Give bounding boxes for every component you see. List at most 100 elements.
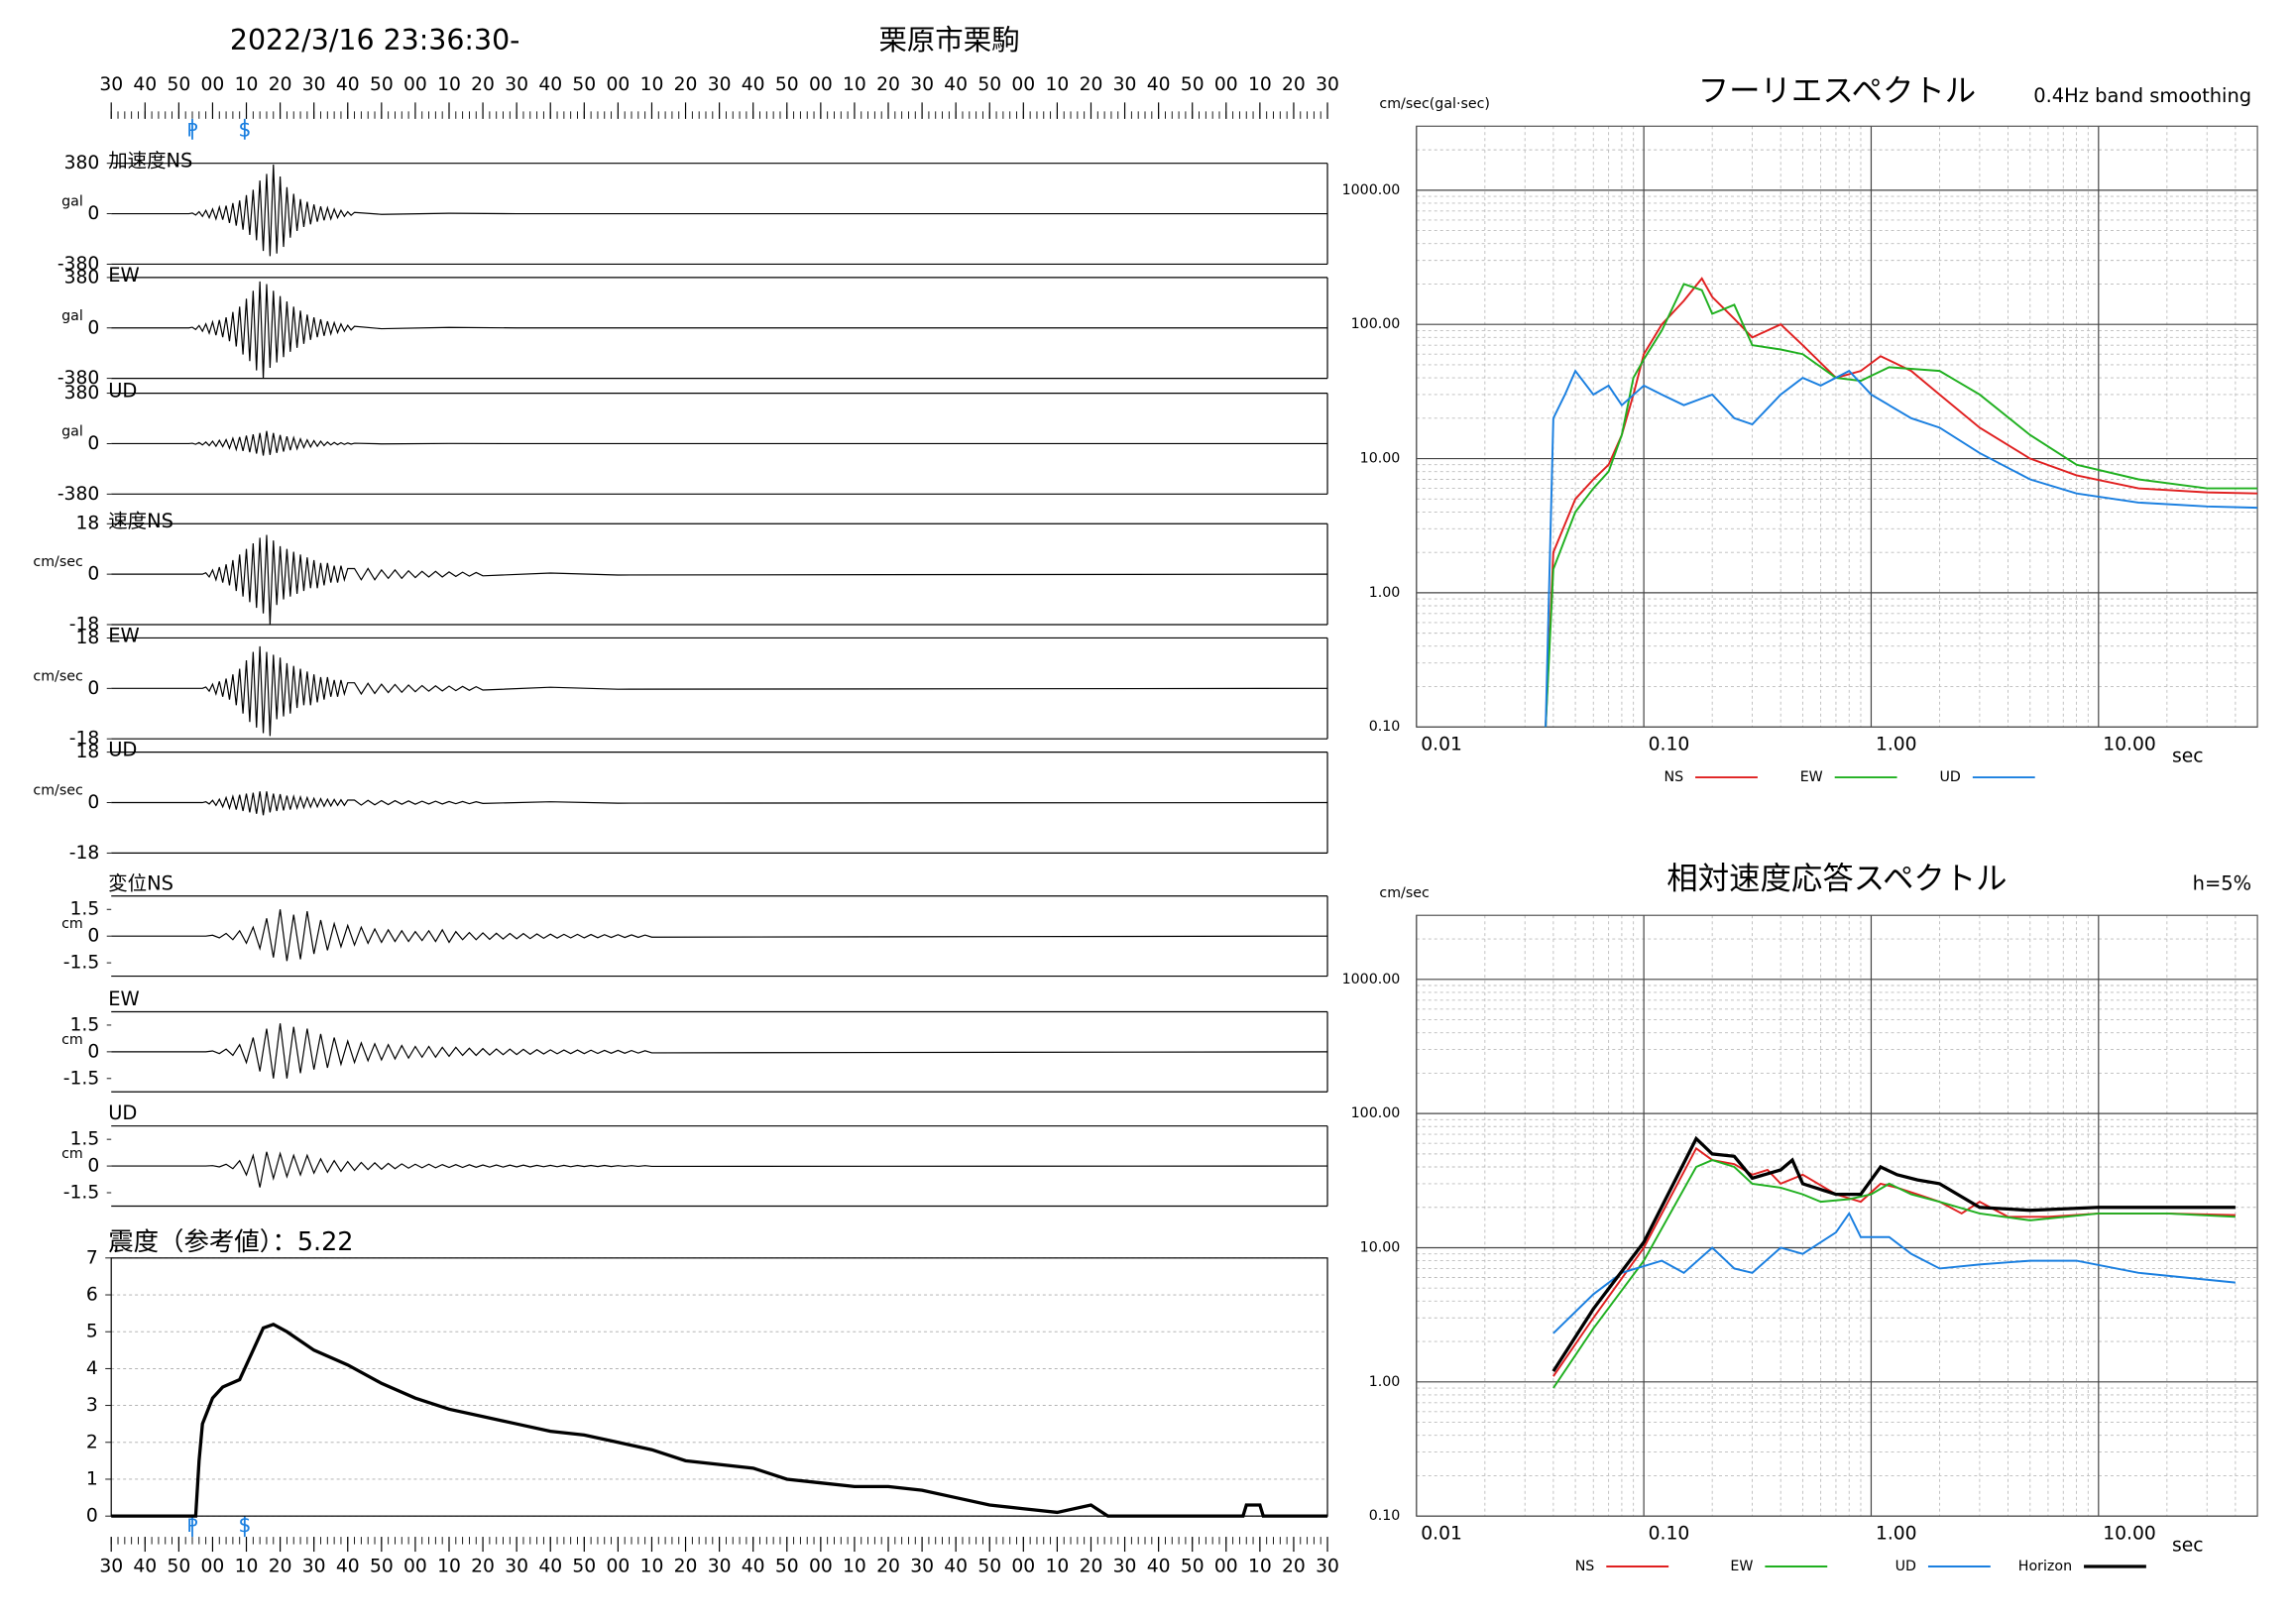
- unit-label: cm: [61, 916, 83, 932]
- panel-title: EW: [108, 264, 140, 287]
- x-tick-label: 0.10: [1649, 1524, 1690, 1545]
- waveform: [111, 909, 1328, 962]
- time-tick-label: 10: [640, 74, 664, 95]
- spectrum-line: [1545, 277, 2258, 728]
- time-tick-label: 30: [910, 1557, 934, 1577]
- y-tick-label: 10.00: [1360, 1239, 1401, 1255]
- y-tick-label: 380: [64, 267, 100, 288]
- time-tick-label: 50: [775, 74, 799, 95]
- time-tick-label: 50: [167, 1557, 190, 1577]
- unit-label: gal: [61, 194, 83, 210]
- time-tick-label: 00: [606, 1557, 630, 1577]
- time-tick-label: 30: [910, 74, 934, 95]
- time-tick-label: 30: [708, 1557, 732, 1577]
- unit-label: cm/sec: [33, 783, 82, 799]
- unit-label: cm: [61, 1032, 83, 1048]
- waveform: [111, 430, 1328, 456]
- time-tick-label: 10: [1046, 1557, 1070, 1577]
- y-tick-label: 5: [86, 1322, 98, 1342]
- y-tick-label: 0: [87, 678, 99, 699]
- y-axis-label: cm/sec: [1379, 885, 1429, 901]
- legend-label: UD: [1940, 769, 1961, 785]
- time-tick-label: 20: [674, 74, 698, 95]
- time-tick-label: 20: [471, 74, 495, 95]
- y-tick-label: -380: [57, 484, 99, 505]
- panel-title: EW: [108, 987, 140, 1010]
- y-tick-label: 0.10: [1369, 719, 1401, 735]
- y-tick-label: 18: [75, 628, 99, 648]
- y-tick-label: -18: [69, 614, 100, 635]
- time-tick-label: 30: [505, 1557, 528, 1577]
- y-axis-label: cm/sec(gal·sec): [1379, 96, 1490, 112]
- time-tick-label: 30: [505, 74, 528, 95]
- unit-label: gal: [61, 423, 83, 439]
- y-tick-label: 1.00: [1369, 585, 1401, 601]
- y-tick-label: 380: [64, 153, 100, 174]
- y-tick-label: 1.00: [1369, 1374, 1401, 1390]
- waveform: [111, 645, 1328, 737]
- legend-label: UD: [1895, 1559, 1916, 1574]
- waveform: [111, 791, 1328, 816]
- waveform: [111, 1151, 1328, 1188]
- waveform: [111, 534, 1328, 626]
- time-tick-label: 00: [1011, 74, 1035, 95]
- time-tick-label: 50: [572, 1557, 596, 1577]
- time-tick-label: 20: [1282, 74, 1306, 95]
- panel-title: 変位NS: [108, 871, 173, 894]
- panel-frame: [110, 1257, 1328, 1517]
- time-tick-label: 30: [1316, 1557, 1339, 1577]
- x-axis-label: sec: [2172, 1536, 2204, 1557]
- time-tick-label: 40: [944, 74, 968, 95]
- waveform: [111, 165, 1328, 257]
- time-tick-label: 00: [403, 74, 427, 95]
- time-tick-label: 00: [201, 1557, 225, 1577]
- y-tick-label: -1.5: [63, 1068, 99, 1089]
- time-tick-label: 20: [269, 74, 292, 95]
- x-tick-label: 10.00: [2103, 735, 2156, 755]
- y-tick-label: -1.5: [63, 1183, 99, 1204]
- y-tick-label: 0: [87, 564, 99, 585]
- panel-title: UD: [108, 1101, 137, 1124]
- time-tick-label: 20: [471, 1557, 495, 1577]
- panel-title: UD: [108, 739, 137, 761]
- spectrum-line: [1551, 1135, 2236, 1372]
- time-tick-label: 20: [1080, 74, 1103, 95]
- y-tick-label: 100.00: [1351, 316, 1401, 332]
- x-tick-label: 0.10: [1649, 735, 1690, 755]
- spectrum-subtitle: 0.4Hz band smoothing: [2033, 84, 2251, 107]
- time-tick-label: 00: [1214, 74, 1238, 95]
- time-tick-label: 10: [1248, 1557, 1272, 1577]
- time-tick-label: 40: [133, 74, 157, 95]
- panel-title: 震度（参考値）：5.22: [108, 1226, 353, 1256]
- phase-label: S: [239, 120, 251, 141]
- datetime: 2022/3/16 23:36:30-: [230, 24, 520, 57]
- y-tick-label: 10.00: [1360, 451, 1401, 467]
- y-tick-label: 6: [86, 1285, 98, 1306]
- time-tick-label: 20: [1080, 1557, 1103, 1577]
- y-tick-label: 1.5: [70, 1014, 100, 1035]
- spectrum-line: [1552, 1146, 2236, 1377]
- x-tick-label: 1.00: [1876, 735, 1917, 755]
- time-tick-label: 50: [572, 74, 596, 95]
- x-tick-label: 0.01: [1421, 1524, 1462, 1545]
- unit-label: cm: [61, 1146, 83, 1162]
- time-tick-label: 10: [235, 1557, 259, 1577]
- y-tick-label: 1000.00: [1342, 182, 1401, 198]
- time-tick-label: 40: [742, 1557, 765, 1577]
- time-tick-label: 10: [843, 74, 866, 95]
- unit-label: cm/sec: [33, 668, 82, 684]
- spectrum-subtitle: h=5%: [2193, 871, 2251, 894]
- y-tick-label: 0: [86, 1506, 98, 1527]
- time-tick-label: 10: [843, 1557, 866, 1577]
- time-tick-label: 20: [674, 1557, 698, 1577]
- legend-label: NS: [1575, 1559, 1595, 1574]
- time-tick-label: 10: [1046, 74, 1070, 95]
- y-tick-label: -18: [69, 843, 100, 864]
- y-tick-label: -380: [57, 368, 99, 389]
- time-tick-label: 20: [876, 74, 900, 95]
- y-tick-label: 1.5: [70, 1129, 100, 1150]
- time-tick-label: 50: [977, 74, 1001, 95]
- panel-title: EW: [108, 624, 140, 646]
